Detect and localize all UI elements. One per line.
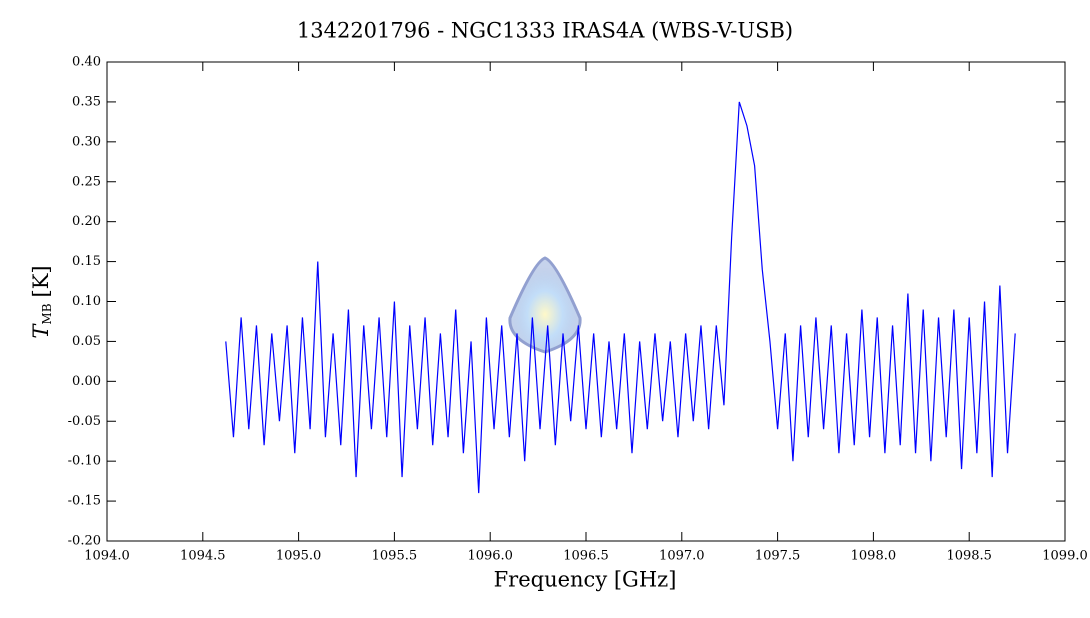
y-axis-subscript: MB — [40, 303, 54, 324]
y-tick-label: 0.10 — [72, 294, 101, 309]
x-tick-label: 1097.5 — [755, 549, 801, 564]
x-tick-label: 1094.0 — [84, 549, 130, 564]
y-tick-label: 0.15 — [72, 254, 101, 269]
y-tick-label: 0.25 — [72, 174, 101, 189]
y-tick-label: 0.30 — [72, 134, 101, 149]
y-tick-label: -0.15 — [68, 494, 101, 509]
spectrum-line — [225, 101, 1016, 494]
plot-frame — [106, 61, 1066, 542]
plot-area — [225, 101, 1016, 494]
x-tick-label: 1099.0 — [1042, 549, 1088, 564]
x-axis-title: Frequency [GHz] — [494, 568, 677, 592]
y-tick-label: 0.05 — [72, 334, 101, 349]
y-tick-label: 0.20 — [72, 214, 101, 229]
x-tick-label: 1095.0 — [276, 549, 322, 564]
y-tick-label: -0.20 — [68, 534, 101, 549]
y-tick-label: -0.10 — [68, 454, 101, 469]
x-tick-label: 1098.0 — [851, 549, 897, 564]
y-tick-label: 0.40 — [72, 55, 101, 70]
chart-title: 1342201796 - NGC1333 IRAS4A (WBS-V-USB) — [297, 19, 793, 43]
y-axis-unit: [K] — [29, 265, 53, 297]
x-tick-label: 1098.5 — [946, 549, 992, 564]
y-tick-label: -0.05 — [68, 414, 101, 429]
y-tick-label: 0.00 — [72, 374, 101, 389]
watermark-icon — [508, 256, 582, 354]
y-tick-label: 0.35 — [72, 94, 101, 109]
y-axis-title: TMB [K] — [29, 265, 54, 338]
x-tick-label: 1094.5 — [180, 549, 226, 564]
x-tick-label: 1097.0 — [659, 549, 705, 564]
x-tick-label: 1096.0 — [467, 549, 513, 564]
x-tick-label: 1095.5 — [372, 549, 418, 564]
x-tick-label: 1096.5 — [563, 549, 609, 564]
y-axis-symbol: T — [29, 323, 53, 339]
